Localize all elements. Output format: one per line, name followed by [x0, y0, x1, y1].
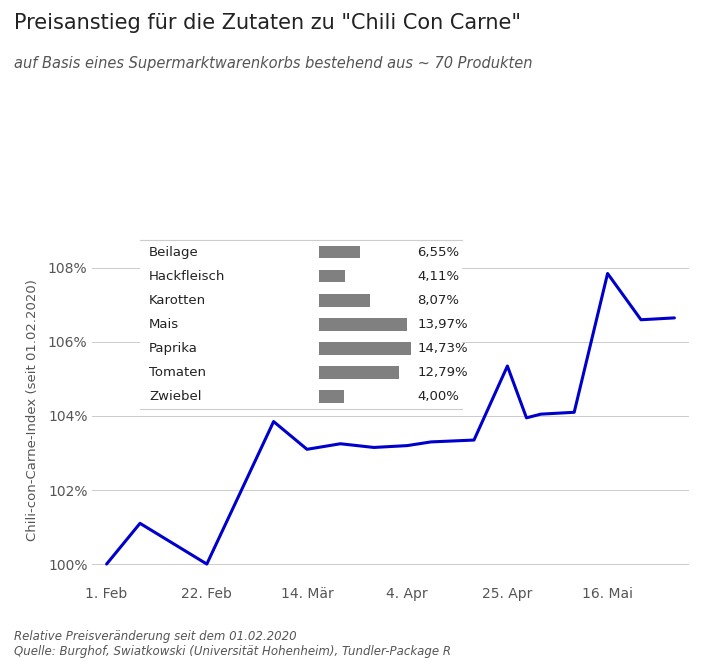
Text: 13,97%: 13,97%	[417, 318, 468, 331]
Text: 12,79%: 12,79%	[417, 366, 468, 379]
Text: Tomaten: Tomaten	[149, 366, 206, 379]
Text: Mais: Mais	[149, 318, 179, 331]
FancyBboxPatch shape	[319, 391, 344, 403]
Text: 8,07%: 8,07%	[417, 294, 459, 307]
Text: Preisanstieg für die Zutaten zu "Chili Con Carne": Preisanstieg für die Zutaten zu "Chili C…	[14, 13, 521, 33]
Text: 4,00%: 4,00%	[417, 390, 459, 403]
FancyBboxPatch shape	[319, 294, 370, 307]
FancyBboxPatch shape	[319, 366, 399, 379]
Text: Relative Preisveränderung seit dem 01.02.2020: Relative Preisveränderung seit dem 01.02…	[14, 630, 297, 643]
Text: 14,73%: 14,73%	[417, 342, 468, 355]
Text: 4,11%: 4,11%	[417, 269, 459, 283]
FancyBboxPatch shape	[319, 342, 411, 355]
FancyBboxPatch shape	[140, 240, 462, 408]
Text: Beilage: Beilage	[149, 246, 199, 259]
Text: Paprika: Paprika	[149, 342, 198, 355]
FancyBboxPatch shape	[319, 246, 360, 258]
Y-axis label: Chili-con-Carne-Index (seit 01.02.2020): Chili-con-Carne-Index (seit 01.02.2020)	[26, 279, 40, 542]
FancyBboxPatch shape	[319, 270, 345, 283]
FancyBboxPatch shape	[319, 318, 407, 330]
Text: Hackfleisch: Hackfleisch	[149, 269, 225, 283]
Text: Zwiebel: Zwiebel	[149, 390, 202, 403]
Text: 6,55%: 6,55%	[417, 246, 459, 259]
Text: Quelle: Burghof, Swiatkowski (Universität Hohenheim), Tundler-Package R: Quelle: Burghof, Swiatkowski (Universitä…	[14, 645, 451, 659]
Text: Karotten: Karotten	[149, 294, 206, 307]
Text: auf Basis eines Supermarktwarenkorbs bestehend aus ~ 70 Produkten: auf Basis eines Supermarktwarenkorbs bes…	[14, 56, 532, 71]
